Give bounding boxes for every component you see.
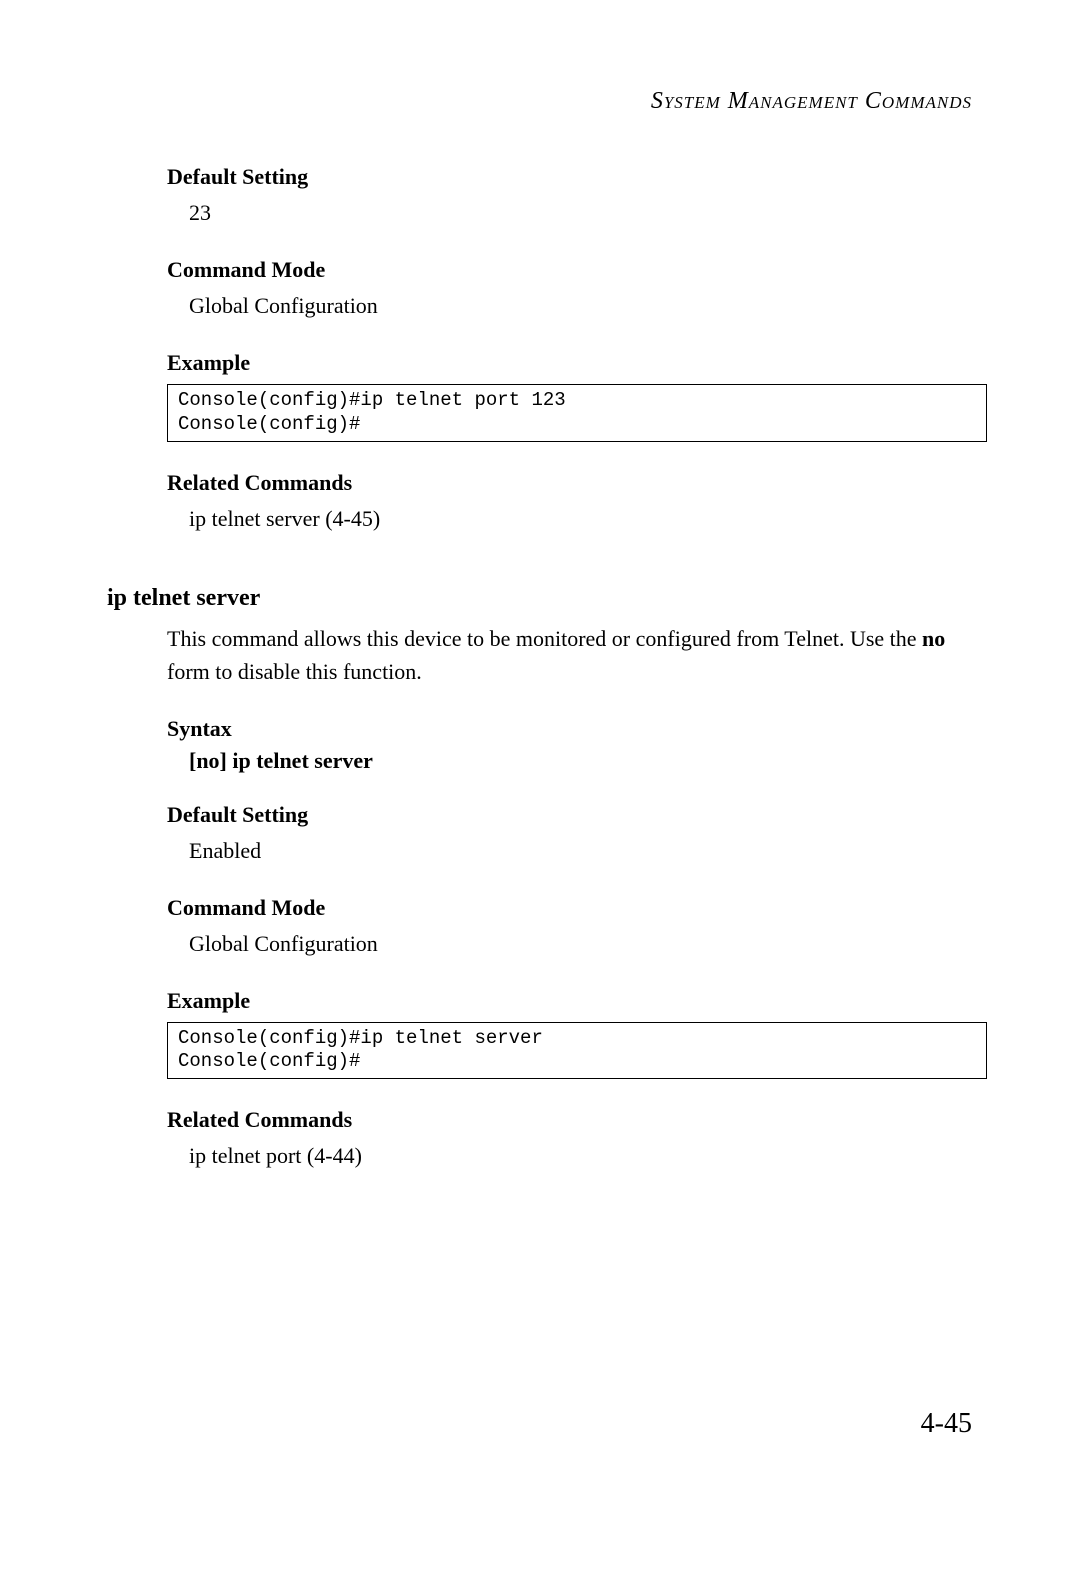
command-description: This command allows this device to be mo… (167, 622, 987, 688)
page-header: System Management Commands (651, 88, 972, 115)
command-title: ip telnet server (107, 585, 987, 612)
heading-default-setting-2: Default Setting (167, 802, 987, 828)
heading-command-mode-2: Command Mode (167, 895, 987, 921)
value-syntax: [no] ip telnet server (189, 748, 987, 774)
heading-example-2: Example (167, 988, 987, 1014)
value-related-1: ip telnet server (4-45) (189, 502, 987, 535)
heading-example-1: Example (167, 350, 987, 376)
value-default-setting-1: 23 (189, 196, 987, 229)
value-command-mode-2: Global Configuration (189, 927, 987, 960)
heading-related-2: Related Commands (167, 1107, 987, 1133)
desc-part1: This command allows this device to be mo… (167, 626, 922, 651)
value-command-mode-1: Global Configuration (189, 289, 987, 322)
desc-bold: no (922, 626, 945, 651)
heading-default-setting-1: Default Setting (167, 164, 987, 190)
page-content: Default Setting 23 Command Mode Global C… (167, 164, 987, 1172)
heading-command-mode-1: Command Mode (167, 257, 987, 283)
page-number: 4-45 (921, 1408, 972, 1440)
value-related-2: ip telnet port (4-44) (189, 1139, 987, 1172)
desc-part2: form to disable this function. (167, 659, 422, 684)
value-default-setting-2: Enabled (189, 834, 987, 867)
heading-syntax: Syntax (167, 716, 987, 742)
heading-related-1: Related Commands (167, 470, 987, 496)
code-example-2: Console(config)#ip telnet server Console… (167, 1022, 987, 1080)
code-example-1: Console(config)#ip telnet port 123 Conso… (167, 384, 987, 442)
